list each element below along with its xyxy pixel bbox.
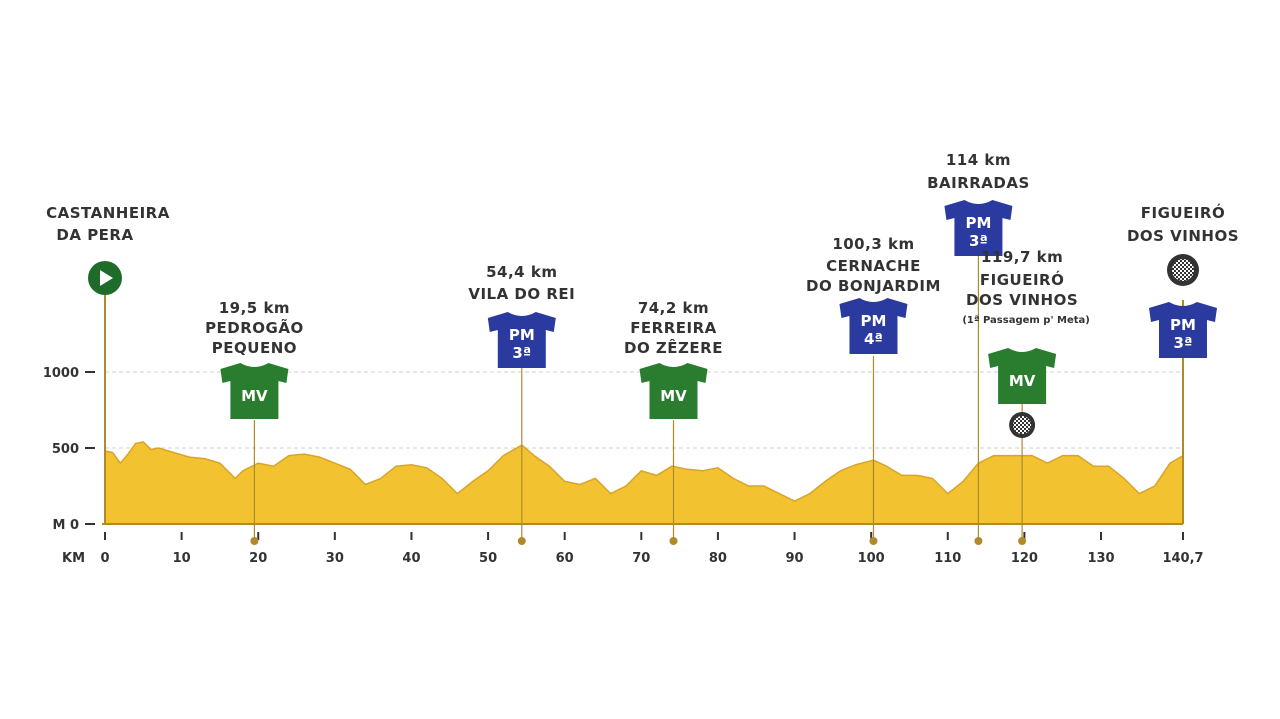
poi-km-label: 100,3 km bbox=[832, 235, 914, 253]
jersey-body bbox=[839, 298, 908, 354]
x-tick-label: 30 bbox=[326, 551, 344, 566]
poi-name: FERREIRA bbox=[630, 319, 717, 337]
jersey-body bbox=[1149, 302, 1217, 358]
jersey-label: PM bbox=[509, 326, 535, 344]
jersey-body bbox=[487, 312, 556, 368]
poi-dot bbox=[517, 537, 526, 545]
elevation-area bbox=[105, 441, 1183, 524]
x-tick-label: 130 bbox=[1087, 551, 1114, 566]
x-tick-label: 10 bbox=[173, 551, 191, 566]
x-tick-label: 20 bbox=[249, 551, 267, 566]
x-tick-label: 0 bbox=[100, 551, 109, 566]
jersey-category: 3ª bbox=[512, 344, 531, 362]
x-tick-label: 80 bbox=[709, 551, 727, 566]
poi-name: PEDROGÃO bbox=[205, 318, 304, 337]
poi-name: CERNACHE bbox=[826, 257, 921, 275]
x-tick-label: 140,7 bbox=[1162, 551, 1203, 566]
y-tick-label: 1000 bbox=[43, 366, 79, 381]
poi-km-label: 54,4 km bbox=[486, 263, 557, 281]
x-tick-label: 110 bbox=[934, 551, 961, 566]
jersey-body bbox=[639, 363, 708, 419]
jersey-body bbox=[220, 363, 289, 419]
jersey-category: 3ª bbox=[969, 232, 988, 250]
x-tick-label: 40 bbox=[402, 551, 420, 566]
start-name: DA PERA bbox=[56, 226, 133, 244]
jersey-label: MV bbox=[1009, 372, 1036, 390]
x-tick-label: 100 bbox=[858, 551, 885, 566]
poi-name: DOS VINHOS bbox=[966, 291, 1078, 309]
jersey-body bbox=[988, 348, 1057, 404]
start-play-triangle bbox=[100, 270, 113, 286]
finish-name: FIGUEIRÓ bbox=[1141, 203, 1225, 222]
x-tick-label: 90 bbox=[786, 551, 804, 566]
jersey-category: 3ª bbox=[1174, 334, 1193, 352]
poi-dot bbox=[869, 537, 878, 545]
jersey-label: PM bbox=[861, 312, 887, 330]
poi-dot bbox=[1018, 537, 1027, 545]
y-tick-label: M 0 bbox=[52, 518, 79, 533]
jersey-icon: MV bbox=[220, 363, 289, 419]
jersey-label: PM bbox=[965, 214, 991, 232]
poi-km-label: 74,2 km bbox=[638, 299, 709, 317]
jersey-label: PM bbox=[1170, 316, 1196, 334]
poi-km-label: 19,5 km bbox=[219, 299, 290, 317]
poi-dot bbox=[250, 537, 259, 545]
poi-name: PEQUENO bbox=[212, 339, 297, 357]
poi-dot bbox=[669, 537, 678, 545]
x-axis-label: KM bbox=[62, 551, 85, 566]
poi-km-label: 114 km bbox=[946, 151, 1011, 169]
x-tick-label: 70 bbox=[632, 551, 650, 566]
poi-name: DO ZÊZERE bbox=[624, 338, 723, 357]
y-tick-label: 500 bbox=[52, 442, 79, 457]
checkered-flag-inner bbox=[1013, 416, 1032, 434]
jersey-icon: MV bbox=[988, 348, 1057, 404]
poi-note: (1ª Passagem p' Meta) bbox=[962, 315, 1090, 326]
poi-dot bbox=[974, 537, 983, 545]
poi-name: VILA DO REI bbox=[468, 285, 575, 303]
x-tick-label: 60 bbox=[556, 551, 574, 566]
checkered-flag-inner bbox=[1172, 259, 1194, 281]
x-tick-label: 50 bbox=[479, 551, 497, 566]
jersey-label: MV bbox=[241, 387, 268, 405]
x-tick-label: 120 bbox=[1011, 551, 1038, 566]
jersey-icon: MV bbox=[639, 363, 708, 419]
jersey-category: 4ª bbox=[864, 330, 883, 348]
poi-km-label: 119,7 km bbox=[981, 248, 1063, 266]
start-name: CASTANHEIRA bbox=[46, 204, 170, 222]
jersey-label: MV bbox=[660, 387, 687, 405]
poi-name: BAIRRADAS bbox=[927, 174, 1030, 192]
poi-name: DO BONJARDIM bbox=[806, 277, 941, 295]
jersey-body bbox=[944, 200, 1013, 256]
elevation-line bbox=[104, 441, 1184, 503]
poi-marker: 119,7 km FIGUEIRÓ DOS VINHOS (1ª Passagem p… bbox=[962, 248, 1090, 545]
poi-name: FIGUEIRÓ bbox=[980, 270, 1064, 289]
finish-name: DOS VINHOS bbox=[1127, 227, 1239, 245]
